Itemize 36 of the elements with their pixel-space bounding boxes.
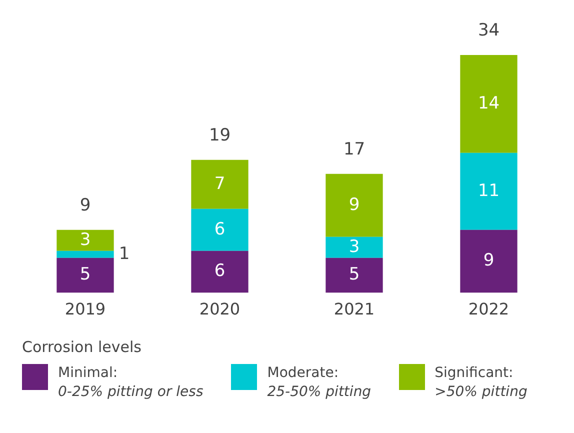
data-label: 9 (348, 194, 360, 215)
bar (326, 258, 383, 293)
bar (191, 250, 248, 293)
legend-label: Moderate: 25-50% pitting (267, 364, 372, 402)
bar (326, 236, 383, 258)
data-label: 3 (348, 236, 360, 257)
bar (460, 54, 518, 153)
bar (191, 160, 248, 209)
bar (191, 208, 248, 251)
bar (56, 230, 114, 251)
data-label: 6 (214, 219, 226, 240)
x-tick-label: 2021 (334, 300, 375, 319)
x-tick-label: 2019 (64, 300, 106, 319)
total-label: 34 (478, 20, 500, 40)
bar (56, 250, 114, 258)
bar (460, 152, 518, 230)
total-label: 17 (343, 139, 366, 160)
bar (326, 174, 383, 237)
data-label: 9 (483, 250, 494, 271)
data-label: 6 (214, 261, 226, 282)
x-tick-label: 2022 (468, 300, 510, 319)
total-label: 9 (80, 195, 91, 216)
data-label: 14 (478, 93, 500, 114)
data-label: 5 (80, 264, 91, 285)
data-label: 7 (214, 174, 226, 194)
legend-title: Corrosion levels (22, 338, 142, 356)
total-label: 19 (208, 125, 231, 146)
x-tick-label: 2020 (199, 300, 240, 319)
data-label: 3 (80, 230, 91, 250)
bar (460, 230, 518, 293)
bar (56, 258, 114, 293)
legend-label: Minimal: 0-25% pitting or less (58, 364, 204, 402)
data-label: 5 (348, 264, 360, 285)
legend-label: Significant: >50% pitting (434, 364, 528, 402)
data-label: 1 (118, 244, 130, 264)
data-label: 11 (478, 180, 500, 201)
